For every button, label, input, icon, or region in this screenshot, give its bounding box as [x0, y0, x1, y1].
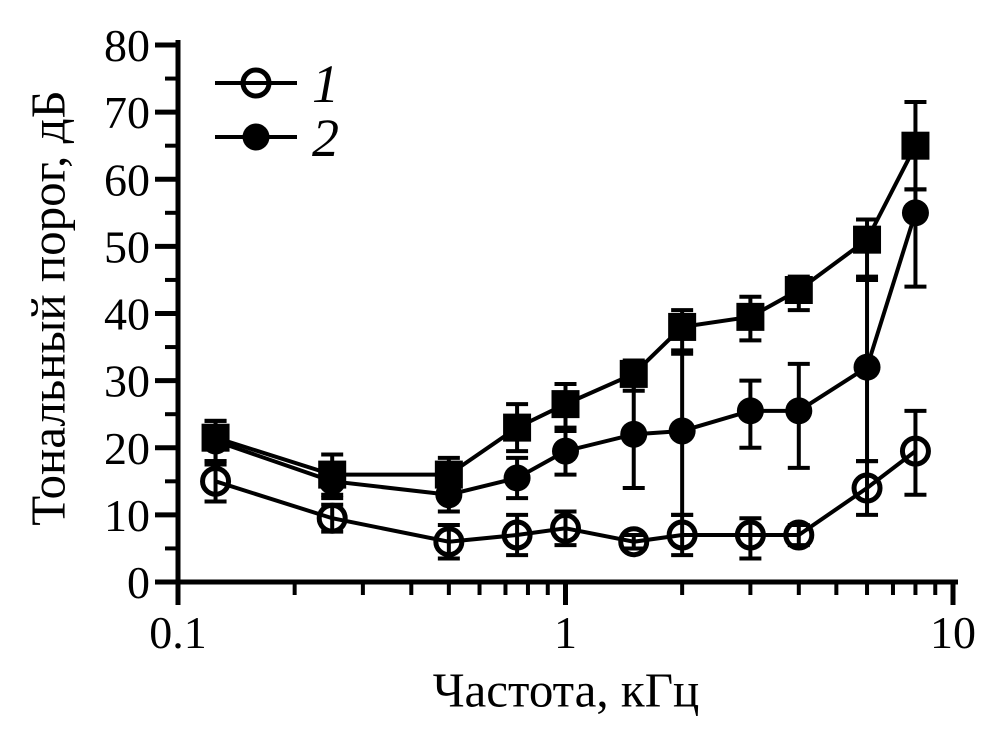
- data-point-filled-circle: [503, 464, 531, 492]
- data-point-filled-square: [619, 359, 648, 388]
- y-tick-label: 40: [104, 289, 150, 340]
- data-point-filled-circle: [242, 123, 270, 151]
- data-point-filled-circle: [620, 420, 648, 448]
- legend: 12: [215, 54, 339, 168]
- y-tick-label: 60: [104, 154, 150, 205]
- legend-entry-1: 1: [215, 54, 339, 114]
- data-point-filled-square: [503, 413, 532, 442]
- y-axis-title: Тональный порог, дБ: [20, 90, 76, 526]
- markers-series-2: [202, 199, 929, 509]
- line-series-1: [214, 449, 917, 544]
- data-point-filled-circle: [668, 417, 696, 445]
- data-point-open-circle: [783, 519, 815, 551]
- data-point-open-circle: [501, 519, 533, 551]
- x-tick-label: 1: [554, 607, 577, 658]
- x-tick-label: 0.1: [149, 607, 207, 658]
- data-point-filled-circle: [785, 397, 813, 425]
- data-point-open-circle: [200, 465, 232, 497]
- data-point-open-circle: [899, 435, 931, 467]
- data-point-open-circle: [316, 502, 348, 534]
- data-point-filled-square: [551, 390, 580, 419]
- data-point-filled-square: [201, 423, 230, 452]
- y-tick-label: 30: [104, 356, 150, 407]
- data-point-filled-square: [318, 460, 347, 489]
- data-point-filled-circle: [552, 437, 579, 465]
- data-point-filled-square: [784, 276, 813, 305]
- legend-label: 2: [312, 108, 339, 168]
- data-point-open-circle: [618, 526, 650, 558]
- legend-label: 1: [312, 54, 339, 114]
- data-point-filled-circle: [736, 397, 764, 425]
- data-point-filled-circle: [901, 199, 929, 227]
- markers-series-1: [200, 435, 931, 558]
- series-line: [214, 449, 917, 544]
- legend-entry-2: 2: [215, 108, 339, 168]
- data-point-filled-square: [434, 460, 463, 489]
- y-tick-label: 50: [104, 221, 150, 272]
- y-tick-label: 80: [104, 20, 150, 71]
- y-tick-label: 70: [104, 87, 150, 138]
- data-point-open-circle: [550, 512, 581, 544]
- x-axis-ticks: 0.1 1 10: [149, 582, 976, 658]
- data-point-open-circle: [851, 472, 883, 504]
- y-tick-label: 0: [127, 557, 150, 608]
- x-axis-title: Частота, кГц: [432, 662, 700, 718]
- y-tick-label: 20: [104, 423, 150, 474]
- error-bars-series-2: [204, 187, 927, 517]
- data-point-open-circle: [666, 519, 698, 551]
- markers-series-filled-square: [201, 131, 930, 489]
- y-tick-label: 10: [104, 490, 150, 541]
- x-tick-label: 10: [930, 607, 976, 658]
- data-point-open-circle: [433, 526, 465, 558]
- data-point-filled-square: [736, 302, 765, 331]
- data-point-filled-square: [668, 312, 697, 341]
- y-axis-ticks: 0 10 20 30 40 50 60 70 80: [104, 20, 178, 608]
- data-point-filled-circle: [853, 353, 881, 381]
- data-point-filled-square: [901, 131, 930, 160]
- data-point-filled-square: [853, 225, 882, 254]
- data-point-open-circle: [734, 519, 766, 551]
- data-point-open-circle: [240, 67, 272, 99]
